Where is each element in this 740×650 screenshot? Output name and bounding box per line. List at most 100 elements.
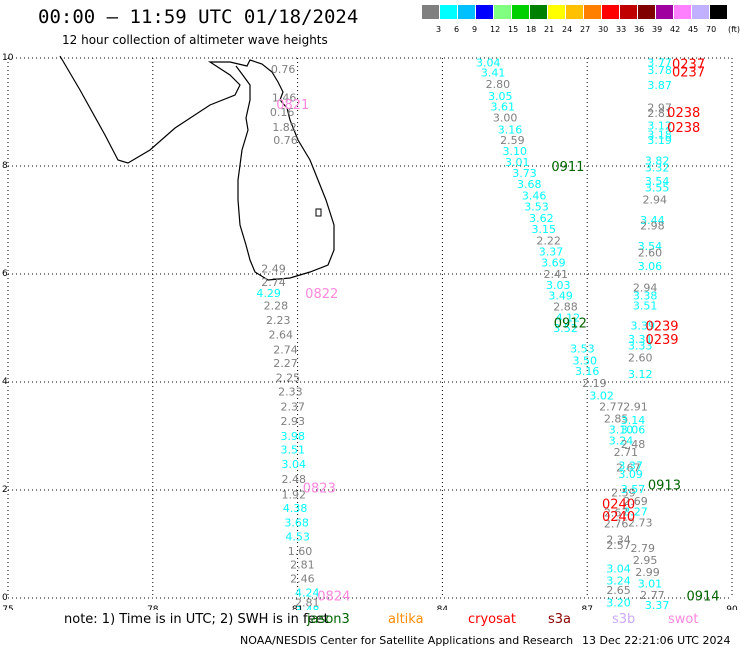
swh-value: 2.99 (635, 566, 660, 579)
swh-value: 3.19 (647, 134, 672, 147)
swh-value: 2.49 (261, 263, 286, 276)
color-swatch (620, 5, 637, 19)
color-scale-value: 33 (616, 25, 627, 34)
swh-value: 3.50 (573, 354, 598, 367)
swh-value: 2.59 (500, 134, 525, 147)
lat-tick-label: 4 (2, 377, 8, 387)
pass-label: 0240 (602, 510, 635, 525)
pass-label: 0914 (686, 589, 719, 604)
swh-value: 2.74 (261, 276, 286, 289)
swh-value: 2.25 (276, 372, 301, 385)
pass-label: 0822 (305, 287, 338, 302)
color-swatch (440, 5, 457, 19)
swh-value: 3.54 (638, 240, 663, 253)
swh-value: 2.59 (611, 487, 636, 500)
swh-value: 3.01 (638, 577, 663, 590)
color-swatch (566, 5, 583, 19)
swh-value: 3.82 (645, 155, 670, 168)
swh-value: 4.38 (283, 502, 308, 515)
color-swatch (422, 5, 439, 19)
pass-labels: 0821 0822 0823 0824 0911 0912 0913 0914 02370237… (276, 57, 719, 604)
lat-tick-label: 8 (2, 161, 8, 171)
swh-value: 2.41 (544, 268, 569, 281)
swh-value: 2.27 (273, 357, 298, 370)
swh-value: 3.78 (647, 64, 672, 77)
color-swatch (458, 5, 475, 19)
chart-subtitle: 12 hour collection of altimeter wave hei… (62, 33, 328, 47)
swh-value: 3.31 (628, 333, 653, 346)
swh-value: 3.32 (645, 162, 670, 175)
swh-value: 4.24 (295, 587, 320, 600)
chart-title: 00:00 – 11:59 UTC 01/18/2024 (38, 6, 359, 28)
swh-value: 3.10 (503, 145, 528, 158)
color-scale-value: 12 (490, 25, 501, 34)
swh-value: 3.39 (630, 319, 655, 332)
pass-label: 0237 (672, 57, 705, 72)
color-scale-value: 3 (436, 25, 442, 34)
color-scale-value: 21 (544, 25, 555, 34)
swh-value: 2.85 (604, 413, 629, 426)
color-swatch (656, 5, 673, 19)
swh-value: 2.48 (281, 473, 306, 486)
pass-label: 0240 (602, 498, 635, 513)
swh-value: 3.24 (609, 434, 634, 447)
satellite-legend-item: s3a (548, 612, 572, 627)
generated-timestamp: 13 Dec 22:21:06 UTC 2024 (582, 634, 731, 647)
pass-label: 0823 (303, 481, 336, 496)
color-swatch (530, 5, 547, 19)
pass-label: 0824 (317, 589, 350, 604)
color-scale-value: 45 (688, 25, 699, 34)
swh-value: 3.16 (498, 123, 523, 136)
swh-value: 2.37 (281, 400, 306, 413)
satellite-legend-item: swot (668, 612, 699, 627)
swh-value: 3.68 (517, 178, 542, 191)
swh-value: 3.01 (505, 156, 530, 169)
swh-value: 3.37 (618, 460, 643, 473)
swh-value: 3.33 (628, 339, 653, 352)
swh-value: 3.53 (524, 201, 549, 214)
island-dot (315, 208, 322, 217)
swh-value: 3.05 (488, 90, 513, 103)
swh-value: 3.18 (647, 129, 672, 142)
sri-lanka-coastline (59, 55, 335, 281)
swh-value: 3.61 (490, 101, 515, 114)
color-scale-value: 6 (454, 25, 460, 34)
swh-value: 3.69 (541, 257, 566, 270)
lat-tick-label: 0 (2, 593, 8, 603)
swh-value: 0.76 (271, 63, 296, 76)
color-scale-value: 42 (670, 25, 681, 34)
altimeter-observations: 0.761.460.161.820.762.492.744.292.282.23… (256, 56, 674, 610)
swh-value: 3.87 (647, 79, 672, 92)
swh-value: 3.51 (633, 299, 658, 312)
satellite-legend-item: s3b (612, 612, 636, 627)
color-scale-value: 18 (526, 25, 537, 34)
swh-value: 2.95 (633, 554, 658, 567)
swh-value: 2.46 (290, 573, 315, 586)
swh-value: 3.44 (640, 214, 665, 227)
axis-tick-labels: 75 78 81 84 87 90 10 8 6 4 2 0 (2, 53, 738, 610)
satellite-legend-item: jason3 (307, 612, 350, 627)
swh-value: 2.94 (633, 282, 658, 295)
lat-tick-label: 6 (2, 269, 8, 279)
swh-value: 1.92 (281, 488, 306, 501)
color-swatch (584, 5, 601, 19)
swh-value: 3.48 (295, 604, 320, 610)
swh-value: 2.80 (486, 78, 511, 91)
swh-value: 0.16 (270, 106, 295, 119)
lat-tick-label: 10 (2, 53, 14, 63)
swh-value: 2.60 (628, 352, 653, 365)
swh-value: 3.37 (539, 245, 564, 258)
swh-value: 3.57 (621, 483, 646, 496)
swh-value: 3.03 (546, 279, 571, 292)
swh-value: 2.93 (281, 415, 306, 428)
pass-label: 0239 (645, 333, 678, 348)
swh-value: 2.34 (606, 534, 631, 547)
swh-value: 3.09 (618, 468, 643, 481)
swh-value: 2.74 (273, 344, 298, 357)
swh-value: 1.60 (288, 545, 313, 558)
color-swatch (674, 5, 691, 19)
swh-value: 3.41 (481, 67, 506, 80)
swh-value: 4.12 (556, 312, 581, 325)
lon-tick-label: 78 (147, 605, 159, 610)
swh-value: 3.46 (522, 190, 547, 203)
